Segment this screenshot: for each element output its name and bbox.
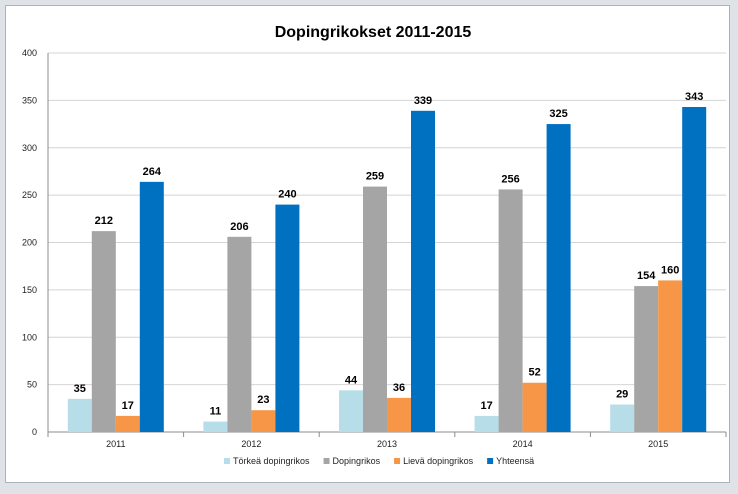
data-label: 17 <box>480 400 492 412</box>
y-tick-label: 250 <box>22 190 37 200</box>
bar <box>634 286 659 432</box>
y-tick-label: 100 <box>22 332 37 342</box>
y-tick-label: 150 <box>22 285 37 295</box>
legend-swatch <box>323 458 330 464</box>
bar <box>474 415 499 432</box>
bar <box>203 421 228 432</box>
x-tick-label: 2011 <box>106 439 125 449</box>
data-label: 206 <box>230 221 248 233</box>
bar <box>387 397 411 432</box>
data-label: 240 <box>278 189 296 201</box>
data-labels: 35 11 44 17 29 212 206 259 256 154 17 23 36 52 160 264 2… <box>74 91 704 418</box>
bar <box>522 382 547 432</box>
data-label: 325 <box>549 108 567 120</box>
data-label: 44 <box>345 374 358 386</box>
bar <box>339 390 363 432</box>
data-label: 35 <box>74 383 86 395</box>
bar <box>67 398 92 432</box>
chart-area: Dopingrikokset 2011-2015 0 50 100 150 200 250… <box>5 5 730 483</box>
legend: Törkeä dopingrikos Dopingrikos Lievä dopin… <box>224 456 534 466</box>
legend-swatch <box>224 458 230 464</box>
bars <box>67 107 707 433</box>
bar <box>546 124 571 432</box>
x-tick-label: 2013 <box>377 439 397 449</box>
bar <box>227 236 252 432</box>
legend-swatch <box>394 458 401 464</box>
bar <box>498 189 523 432</box>
legend-label: Lievä dopingrikos <box>403 456 474 466</box>
bar <box>91 231 116 432</box>
bar <box>658 280 683 432</box>
data-label: 154 <box>637 270 656 282</box>
y-tick-label: 300 <box>22 143 37 153</box>
bar <box>115 415 140 432</box>
data-label: 11 <box>210 406 222 418</box>
y-tick-label: 200 <box>22 238 37 248</box>
bar <box>682 107 707 432</box>
bar-chart: Dopingrikokset 2011-2015 0 50 100 150 200 250… <box>22 24 727 466</box>
x-tick-label: 2014 <box>513 439 533 449</box>
data-label: 264 <box>143 166 162 178</box>
bar <box>251 410 276 432</box>
chart-title: Dopingrikokset 2011-2015 <box>275 24 472 41</box>
data-label: 23 <box>257 394 269 406</box>
data-label: 52 <box>528 367 540 379</box>
y-tick-label: 50 <box>27 380 37 390</box>
data-label: 29 <box>616 389 628 401</box>
data-label: 343 <box>685 91 703 103</box>
y-tick-label: 0 <box>32 427 37 437</box>
legend-swatch <box>487 458 494 464</box>
legend-label: Törkeä dopingrikos <box>233 456 310 466</box>
bar <box>363 186 387 432</box>
data-label: 36 <box>393 382 405 394</box>
bar <box>139 181 164 432</box>
legend-label: Yhteensä <box>496 456 534 466</box>
bar <box>275 204 300 432</box>
legend-label: Dopingrikos <box>333 456 381 466</box>
bar <box>411 110 435 433</box>
data-label: 256 <box>501 173 519 185</box>
bar <box>610 404 635 432</box>
data-label: 339 <box>414 95 432 107</box>
x-tick-label: 2012 <box>241 439 261 449</box>
data-label: 259 <box>366 171 384 183</box>
data-label: 160 <box>661 264 679 276</box>
y-tick-label: 350 <box>22 95 37 105</box>
data-label: 212 <box>95 215 113 227</box>
y-tick-label: 400 <box>22 48 37 58</box>
axes: 0 50 100 150 200 250 300 350 400 2011 2012 2013 2014… <box>22 48 727 449</box>
data-label: 17 <box>122 400 134 412</box>
x-tick-label: 2015 <box>648 439 668 449</box>
